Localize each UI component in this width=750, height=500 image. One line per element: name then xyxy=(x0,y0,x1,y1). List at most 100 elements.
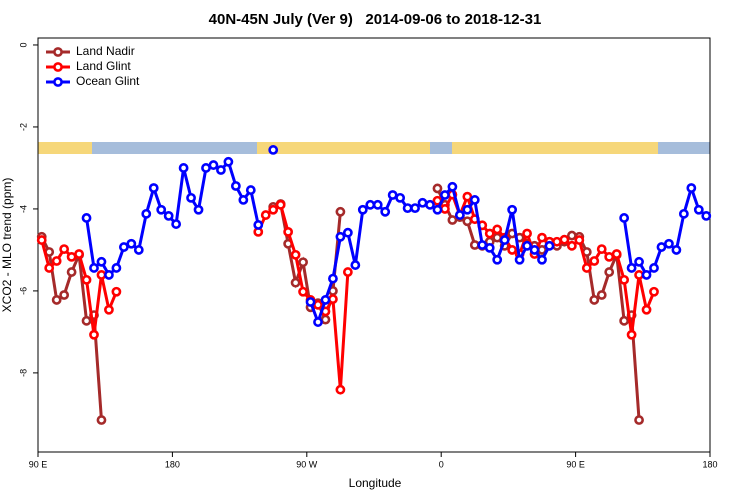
data-point xyxy=(678,208,689,219)
data-point xyxy=(342,227,353,238)
data-point xyxy=(59,290,70,300)
data-point xyxy=(313,317,323,327)
data-point xyxy=(462,204,473,215)
data-point xyxy=(380,206,391,217)
data-point xyxy=(320,314,331,325)
data-point xyxy=(447,181,458,192)
data-point xyxy=(342,267,353,277)
data-point xyxy=(671,245,682,255)
data-point xyxy=(440,190,450,200)
x-axis-label: Longitude xyxy=(349,476,402,490)
data-point xyxy=(208,160,219,170)
series xyxy=(81,145,712,327)
data-point xyxy=(372,199,383,210)
data-point xyxy=(395,192,406,203)
data-point xyxy=(253,220,264,230)
data-point xyxy=(96,415,107,425)
data-point xyxy=(245,185,256,195)
data-point xyxy=(171,219,182,229)
data-point xyxy=(425,199,435,210)
data-point xyxy=(417,197,428,208)
land-strip xyxy=(257,142,430,154)
x-tick-label: 90 E xyxy=(29,459,48,469)
data-point xyxy=(163,210,174,221)
data-point xyxy=(178,163,189,173)
data-point xyxy=(469,195,480,205)
data-point xyxy=(454,210,465,220)
x-tick-label: 180 xyxy=(702,459,717,469)
data-point xyxy=(290,277,301,288)
data-point xyxy=(432,183,443,194)
data-point xyxy=(611,249,622,259)
data-point xyxy=(507,204,518,215)
data-point xyxy=(111,263,122,273)
data-point xyxy=(335,206,346,217)
land-strip xyxy=(452,142,658,154)
data-point xyxy=(305,297,316,307)
data-point xyxy=(701,210,712,221)
data-point xyxy=(693,204,704,215)
data-point xyxy=(499,235,510,245)
x-tick-label: 90 E xyxy=(566,459,585,469)
data-point xyxy=(335,384,346,395)
data-point xyxy=(589,295,600,305)
data-point xyxy=(328,294,338,305)
data-point xyxy=(492,224,503,235)
data-point xyxy=(634,256,644,267)
data-point xyxy=(522,228,532,239)
data-point xyxy=(402,203,413,214)
data-point xyxy=(566,230,577,241)
data-point xyxy=(649,263,659,273)
data-point xyxy=(328,273,338,284)
data-point xyxy=(596,290,607,300)
data-point xyxy=(469,240,480,250)
legend-label: Land Nadir xyxy=(76,44,135,58)
data-point xyxy=(74,249,84,259)
data-point xyxy=(559,234,570,245)
legend-marker xyxy=(53,62,63,72)
data-point xyxy=(148,183,159,193)
data-point xyxy=(104,304,114,315)
data-point xyxy=(649,286,659,297)
data-point xyxy=(492,232,503,243)
data-point xyxy=(522,240,532,251)
data-point xyxy=(283,226,294,237)
data-point xyxy=(238,195,249,205)
data-point xyxy=(104,270,114,280)
data-point xyxy=(44,263,55,273)
data-point xyxy=(507,245,518,255)
data-point xyxy=(335,231,346,242)
data-point xyxy=(477,240,488,250)
data-point xyxy=(596,244,607,254)
data-point xyxy=(290,249,301,260)
data-point xyxy=(298,286,308,297)
data-point xyxy=(440,204,450,214)
legend-label: Ocean Glint xyxy=(76,74,140,88)
data-point xyxy=(96,270,107,280)
data-point xyxy=(537,254,547,265)
data-point xyxy=(634,415,644,425)
data-point xyxy=(484,242,495,253)
data-point xyxy=(656,242,667,252)
data-point xyxy=(141,208,152,219)
data-point xyxy=(216,165,226,175)
data-point xyxy=(66,267,77,277)
legend-marker xyxy=(53,47,63,57)
data-point xyxy=(566,240,577,251)
data-point xyxy=(81,274,92,285)
data-point xyxy=(81,315,92,326)
data-point xyxy=(298,257,308,268)
data-point xyxy=(626,263,637,273)
y-axis-label: XCO2 - MLO trend (ppm) xyxy=(0,178,14,313)
data-point xyxy=(268,145,279,155)
data-point xyxy=(118,242,129,252)
data-point xyxy=(664,238,674,249)
data-point xyxy=(626,329,637,340)
data-point xyxy=(619,274,630,285)
data-point xyxy=(641,304,652,315)
series-line xyxy=(85,158,708,327)
data-point xyxy=(641,270,652,280)
data-point xyxy=(51,295,62,305)
data-point xyxy=(462,216,473,227)
chart-title: 40N-45N July (Ver 9) 2014-09-06 to 2018-… xyxy=(209,11,542,28)
